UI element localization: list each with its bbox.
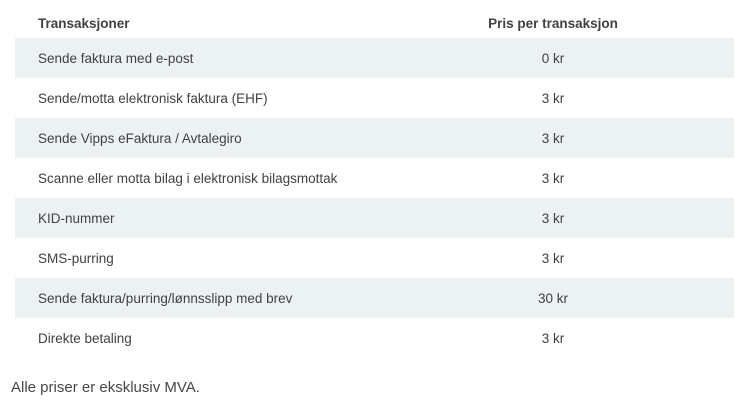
table-row: SMS-purring 3 kr <box>15 238 734 278</box>
column-header-transactions: Transaksjoner <box>38 15 130 31</box>
transaction-label: Sende faktura/purring/lønnsslipp med bre… <box>38 290 293 306</box>
transaction-label: SMS-purring <box>38 250 114 266</box>
vat-exclusion-note: Alle priser er eksklusiv MVA. <box>11 379 200 396</box>
table-row: Sende Vipps eFaktura / Avtalegiro 3 kr <box>15 118 734 158</box>
column-header-price-per-transaction: Pris per transaksjon <box>488 15 618 31</box>
table-body: Sende faktura med e-post 0 kr Sende/mott… <box>15 38 734 358</box>
transaction-price: 3 kr <box>541 90 565 106</box>
table-row: Sende faktura med e-post 0 kr <box>15 38 734 78</box>
transaction-label: KID-nummer <box>38 210 115 226</box>
table-row: KID-nummer 3 kr <box>15 198 734 238</box>
transaction-price: 0 kr <box>541 50 565 66</box>
table-header-row: Transaksjoner Pris per transaksjon <box>15 0 734 38</box>
transaction-price: 3 kr <box>541 330 565 346</box>
transaction-price: 3 kr <box>541 250 565 266</box>
transaction-label: Direkte betaling <box>38 330 132 346</box>
transaction-label: Scanne eller motta bilag i elektronisk b… <box>38 170 338 186</box>
transaction-price: 3 kr <box>541 170 565 186</box>
transaction-price: 3 kr <box>541 130 565 146</box>
transaction-label: Sende faktura med e-post <box>38 50 194 66</box>
transaction-label: Sende/motta elektronisk faktura (EHF) <box>38 90 268 106</box>
table-row: Sende faktura/purring/lønnsslipp med bre… <box>15 278 734 318</box>
transaction-label: Sende Vipps eFaktura / Avtalegiro <box>38 130 242 146</box>
transaction-price: 3 kr <box>541 210 565 226</box>
table-row: Direkte betaling 3 kr <box>15 318 734 358</box>
table-row: Scanne eller motta bilag i elektronisk b… <box>15 158 734 198</box>
transaction-pricing-table: Transaksjoner Pris per transaksjon Sende… <box>15 0 734 358</box>
transaction-price: 30 kr <box>537 290 568 306</box>
table-row: Sende/motta elektronisk faktura (EHF) 3 … <box>15 78 734 118</box>
